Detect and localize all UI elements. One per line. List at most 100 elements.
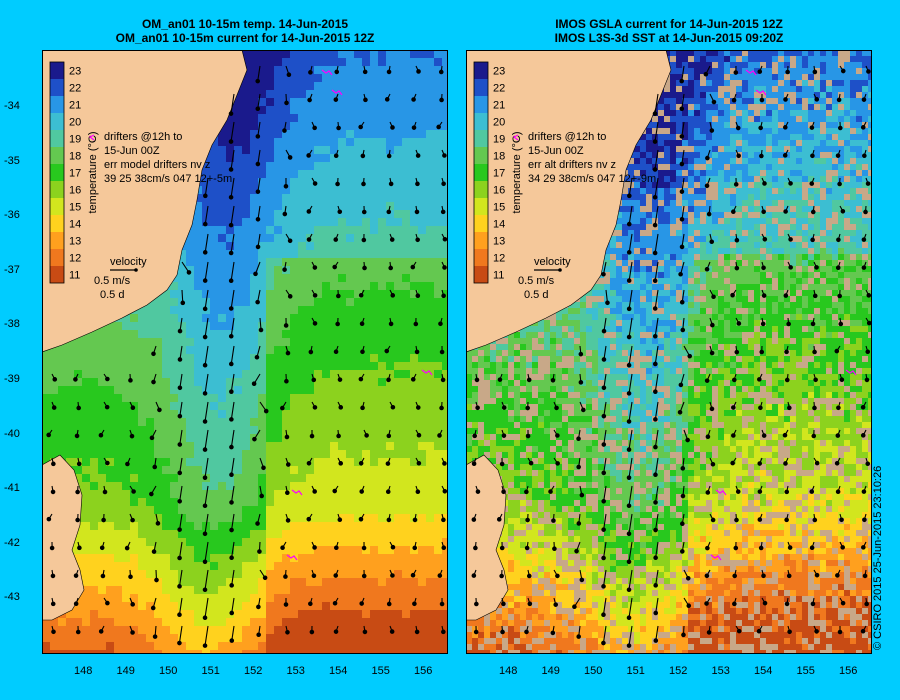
left-title: OM_an01 10-15m temp. 14-Jun-2015 OM_an01… — [42, 17, 448, 45]
lon-label: 154 — [754, 665, 773, 677]
colorbar-segment — [474, 266, 488, 283]
lat-label: -40 — [4, 427, 20, 440]
right-title-line1: IMOS GSLA current for 14-Jun-2015 12Z — [555, 17, 783, 31]
right-map-panel: 23 22 21 20 19 18 17 16 15 14 13 12 11 temperature (°… — [466, 50, 872, 654]
colorbar-tick-label: 11 — [493, 270, 504, 282]
colorbar-segment — [474, 79, 488, 96]
colorbar-tick-label: 22 — [493, 83, 505, 95]
land — [42, 50, 248, 621]
left-map-panel: 23 22 21 20 19 18 17 16 15 14 13 12 11 temperature (°… — [42, 50, 448, 654]
velocity-legend-label: velocity — [534, 256, 571, 268]
colorbar-tick-label: 19 — [493, 134, 505, 146]
colorbar-segment — [50, 130, 64, 147]
velocity-arrows — [471, 65, 872, 648]
colorbar-tick-label: 21 — [69, 100, 81, 112]
lat-label: -37 — [4, 263, 20, 276]
colorbar-tick-label: 20 — [69, 117, 81, 129]
colorbar-segment — [50, 96, 64, 113]
colorbar-segment — [474, 232, 488, 249]
colorbar-tick-label: 18 — [69, 151, 81, 163]
colorbar-segment — [50, 266, 64, 283]
drifter-legend-marker — [512, 134, 519, 141]
drifters-legend-line: 15-Jun 00Z — [528, 145, 584, 157]
drifters-legend-line: drifters @12h to — [104, 131, 182, 143]
drifters-legend-line: drifters @12h to — [528, 131, 606, 143]
lon-label: 156 — [414, 665, 433, 677]
lon-label: 155 — [371, 665, 390, 677]
lon-label: 153 — [286, 665, 305, 677]
colorbar-segment — [474, 147, 488, 164]
colorbar-tick-label: 13 — [69, 236, 81, 248]
colorbar-label: temperature (°C) — [511, 131, 523, 213]
colorbar-tick-label: 18 — [493, 151, 505, 163]
right-title-line2: IMOS L3S-3d SST at 14-Jun-2015 09:20Z — [554, 31, 784, 45]
colorbar-segment — [50, 215, 64, 232]
colorbar-tick-label: 15 — [493, 202, 505, 214]
colorbar: 23 22 21 20 19 18 17 16 15 14 13 12 11 temperature (°… — [49, 61, 99, 284]
lat-label: -36 — [4, 209, 20, 222]
colorbar-tick-label: 15 — [69, 202, 81, 214]
lon-label: 151 — [201, 665, 220, 677]
velocity-legend-head — [558, 268, 562, 272]
colorbar-segment — [474, 198, 488, 215]
colorbar-segment — [50, 181, 64, 198]
lon-label: 149 — [541, 665, 560, 677]
drifters-legend: drifters @12h to 15-Jun 00Z err model drif… — [88, 131, 232, 185]
colorbar-tick-label: 23 — [69, 66, 81, 78]
drifters-legend-line: 34 29 38cm/s 047 12+-9m — [528, 173, 656, 185]
copyright-text: © CSIRO 2015 25-Jun-2015 23:10:26 — [872, 465, 884, 650]
lon-label: 155 — [796, 665, 815, 677]
colorbar-segment — [50, 198, 64, 215]
left-title-line1: OM_an01 10-15m temp. 14-Jun-2015 — [141, 17, 349, 31]
lon-label: 152 — [244, 665, 263, 677]
colorbar-tick-label: 16 — [493, 185, 505, 197]
velocity-legend-scale: 0.5 m/s — [518, 275, 555, 287]
drifter-legend-marker — [88, 134, 95, 141]
colorbar-label: temperature (°C) — [87, 131, 99, 213]
colorbar-segment — [474, 215, 488, 232]
lon-label: 151 — [626, 665, 645, 677]
drifter-tracks — [710, 69, 857, 561]
drifters-legend-line: 15-Jun 00Z — [104, 145, 160, 157]
drifters-legend-line: err alt drifters nv z — [528, 159, 616, 171]
drifters-legend: drifters @12h to 15-Jun 00Z err alt drifte… — [512, 131, 656, 185]
drifter-tracks — [286, 69, 433, 561]
lat-label: -43 — [4, 591, 20, 604]
colorbar-tick-label: 11 — [69, 270, 80, 282]
colorbar-tick-label: 20 — [493, 117, 505, 129]
colorbar-segment — [474, 164, 488, 181]
colorbar-tick-label: 23 — [493, 66, 505, 78]
velocity-arrows — [46, 65, 448, 648]
velocity-legend-time: 0.5 d — [524, 289, 548, 301]
colorbar-segment — [474, 62, 488, 79]
lat-label: -35 — [4, 154, 20, 167]
colorbar-tick-label: 22 — [69, 83, 81, 95]
colorbar-segment — [50, 232, 64, 249]
colorbar-segment — [474, 113, 488, 130]
colorbar-segment — [50, 79, 64, 96]
lat-label: -41 — [4, 482, 20, 495]
colorbar-tick-label: 17 — [69, 168, 81, 180]
colorbar-segment — [50, 113, 64, 130]
lon-label: 148 — [499, 665, 518, 677]
colorbar-segment — [50, 164, 64, 181]
lon-label: 153 — [711, 665, 730, 677]
land — [466, 50, 672, 621]
left-title-line2: OM_an01 10-15m current for 14-Jun-2015 1… — [115, 31, 375, 45]
lat-label: -38 — [4, 318, 20, 331]
colorbar-tick-label: 16 — [69, 185, 81, 197]
colorbar-tick-label: 21 — [493, 100, 505, 112]
velocity-legend-head — [134, 268, 138, 272]
colorbar-segment — [474, 249, 488, 266]
colorbar-segment — [50, 147, 64, 164]
colorbar-segment — [50, 62, 64, 79]
lat-label: -39 — [4, 373, 20, 385]
velocity-legend: velocity 0.5 m/s 0.5 d — [94, 256, 147, 301]
colorbar-segment — [474, 130, 488, 147]
lat-label: -42 — [4, 536, 20, 549]
velocity-legend-time: 0.5 d — [100, 289, 124, 301]
lon-label: 156 — [839, 665, 858, 677]
colorbar-segment — [474, 96, 488, 113]
colorbar-tick-label: 13 — [493, 236, 505, 248]
colorbar-tick-label: 12 — [69, 253, 81, 265]
